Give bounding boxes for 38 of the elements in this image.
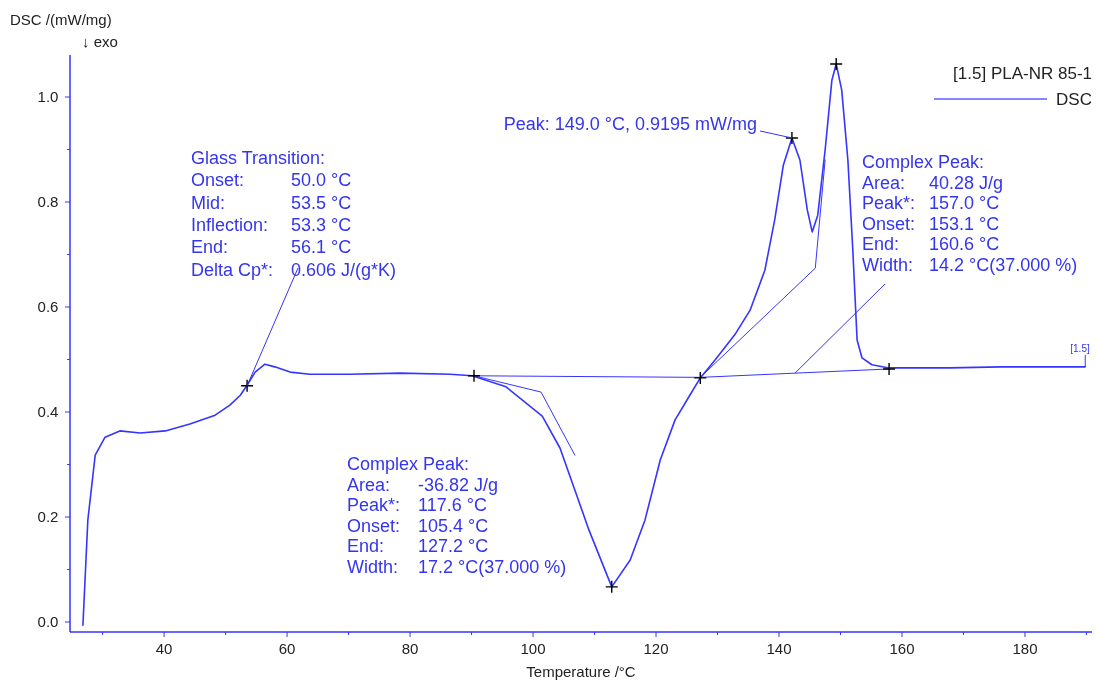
x-tick-label: 160 bbox=[889, 640, 915, 657]
text: DSC bbox=[1056, 90, 1092, 109]
x-tick-label: 120 bbox=[643, 640, 669, 657]
x-axis-title: Temperature /°C bbox=[526, 663, 636, 680]
text: Inflection: 53.3 °C bbox=[191, 214, 352, 235]
y-tick-label: 0.2 bbox=[37, 508, 59, 526]
x-tick-label: 180 bbox=[1012, 640, 1038, 657]
y-tick-label: 1.0 bbox=[37, 88, 59, 106]
annotation: Onset: 105.4 °C bbox=[347, 515, 489, 536]
annotation: Delta Cp*: 0.606 J/(g*K) bbox=[191, 259, 397, 280]
y-axis-title: DSC /(mW/mg) ↓ exo bbox=[10, 11, 118, 50]
annotation: Peak*: 117.6 °C bbox=[347, 495, 487, 516]
annotation: Complex Peak: bbox=[862, 152, 985, 172]
legend-title: [1.5] PLA-NR 85-1 bbox=[953, 64, 1092, 83]
text: End: 127.2 °C bbox=[347, 536, 489, 557]
annotation: Width: 17.2 °C(37.000 %) bbox=[347, 557, 567, 577]
text: End: 56.1 °C bbox=[191, 237, 352, 258]
annotation: [1.5] bbox=[1070, 343, 1090, 354]
annotation: Onset: 153.1 °C bbox=[862, 213, 1000, 234]
x-tick-label: 100 bbox=[520, 640, 546, 657]
annotation: Complex Peak: bbox=[347, 454, 470, 474]
x-tick-label: 80 bbox=[401, 640, 419, 657]
annotation: Peak*: 157.0 °C bbox=[862, 193, 1000, 214]
y-tick-label: 0.0 bbox=[37, 613, 59, 631]
annotation: Glass Transition: bbox=[191, 148, 326, 168]
y-tick-label: 0.4 bbox=[37, 403, 59, 421]
text: End: 160.6 °C bbox=[862, 234, 1000, 255]
x-tick-label: 140 bbox=[766, 640, 792, 657]
x-tick-label: 60 bbox=[278, 640, 296, 657]
y-tick-label: 0.8 bbox=[37, 193, 59, 211]
annotation: Width: 14.2 °C(37.000 %) bbox=[862, 255, 1078, 275]
text: Area: -36.82 J/g bbox=[347, 474, 499, 495]
x-tick-label: 40 bbox=[155, 640, 173, 657]
text: Area: 40.28 J/g bbox=[862, 172, 1004, 193]
text: Onset: 50.0 °C bbox=[191, 170, 352, 191]
y-tick-label: 0.6 bbox=[37, 298, 59, 316]
text: Mid: 53.5 °C bbox=[191, 192, 352, 213]
annotation: Peak: 149.0 °C, 0.9195 mW/mg bbox=[503, 114, 757, 134]
